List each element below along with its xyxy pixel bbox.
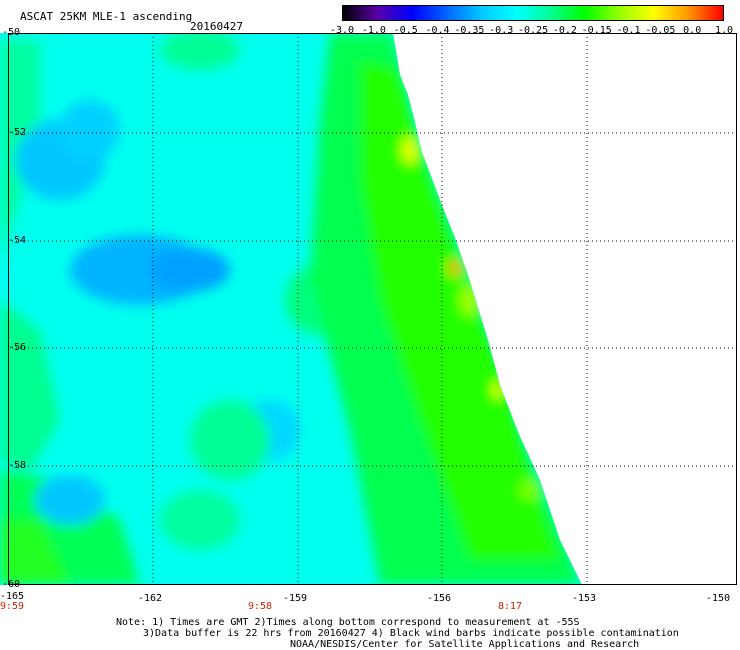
lat-label: -52 [8, 127, 27, 138]
lon-label: -153 [572, 593, 597, 604]
note-line-3: NOAA/NESDIS/Center for Satellite Applica… [290, 639, 640, 650]
colorbar [342, 5, 724, 21]
lat-label: -60 [2, 579, 21, 590]
chart-title: ASCAT 25KM MLE-1 ascending [20, 10, 193, 23]
colorbar-tick-label: -0.4 [425, 25, 450, 36]
lat-label: -50 [2, 27, 21, 38]
lon-label: -165 [0, 591, 25, 602]
colorbar-tick-label: -0.35 [454, 25, 485, 36]
colorbar-tick-label: -1.0 [361, 25, 386, 36]
lon-label: -159 [283, 593, 308, 604]
colorbar-tick-label: -0.2 [552, 25, 577, 36]
lat-label: -54 [8, 235, 27, 246]
lon-label: -156 [427, 593, 452, 604]
colorbar-tick-label: 0.0 [683, 25, 702, 36]
colorbar-tick-label: -3.0 [330, 25, 355, 36]
time-label: 8:17 [498, 601, 523, 612]
time-label: 9:58 [248, 601, 273, 612]
colorbar-tick-label: -0.5 [393, 25, 418, 36]
colorbar-tick-label: -0.25 [518, 25, 549, 36]
scatterometer-swath [0, 33, 582, 585]
chart-date: 20160427 [190, 20, 243, 33]
lat-label: -58 [8, 460, 27, 471]
colorbar-tick-label: -0.1 [616, 25, 641, 36]
lon-label: -150 [706, 593, 731, 604]
note-line-1: Note: 1) Times are GMT 2)Times along bot… [116, 617, 580, 628]
colorbar-tick-label: -0.05 [645, 25, 676, 36]
plot-frame [8, 33, 737, 585]
lon-label: -162 [138, 593, 163, 604]
note-line-2: 3)Data buffer is 22 hrs from 20160427 4)… [143, 628, 679, 639]
colorbar-tick-label: -0.15 [581, 25, 612, 36]
gridlines [8, 33, 737, 585]
colorbar-tick-label: -0.3 [489, 25, 514, 36]
time-label: 9:59 [0, 601, 25, 612]
lat-label: -56 [8, 342, 27, 353]
colorbar-tick-label: 1.0 [715, 25, 734, 36]
